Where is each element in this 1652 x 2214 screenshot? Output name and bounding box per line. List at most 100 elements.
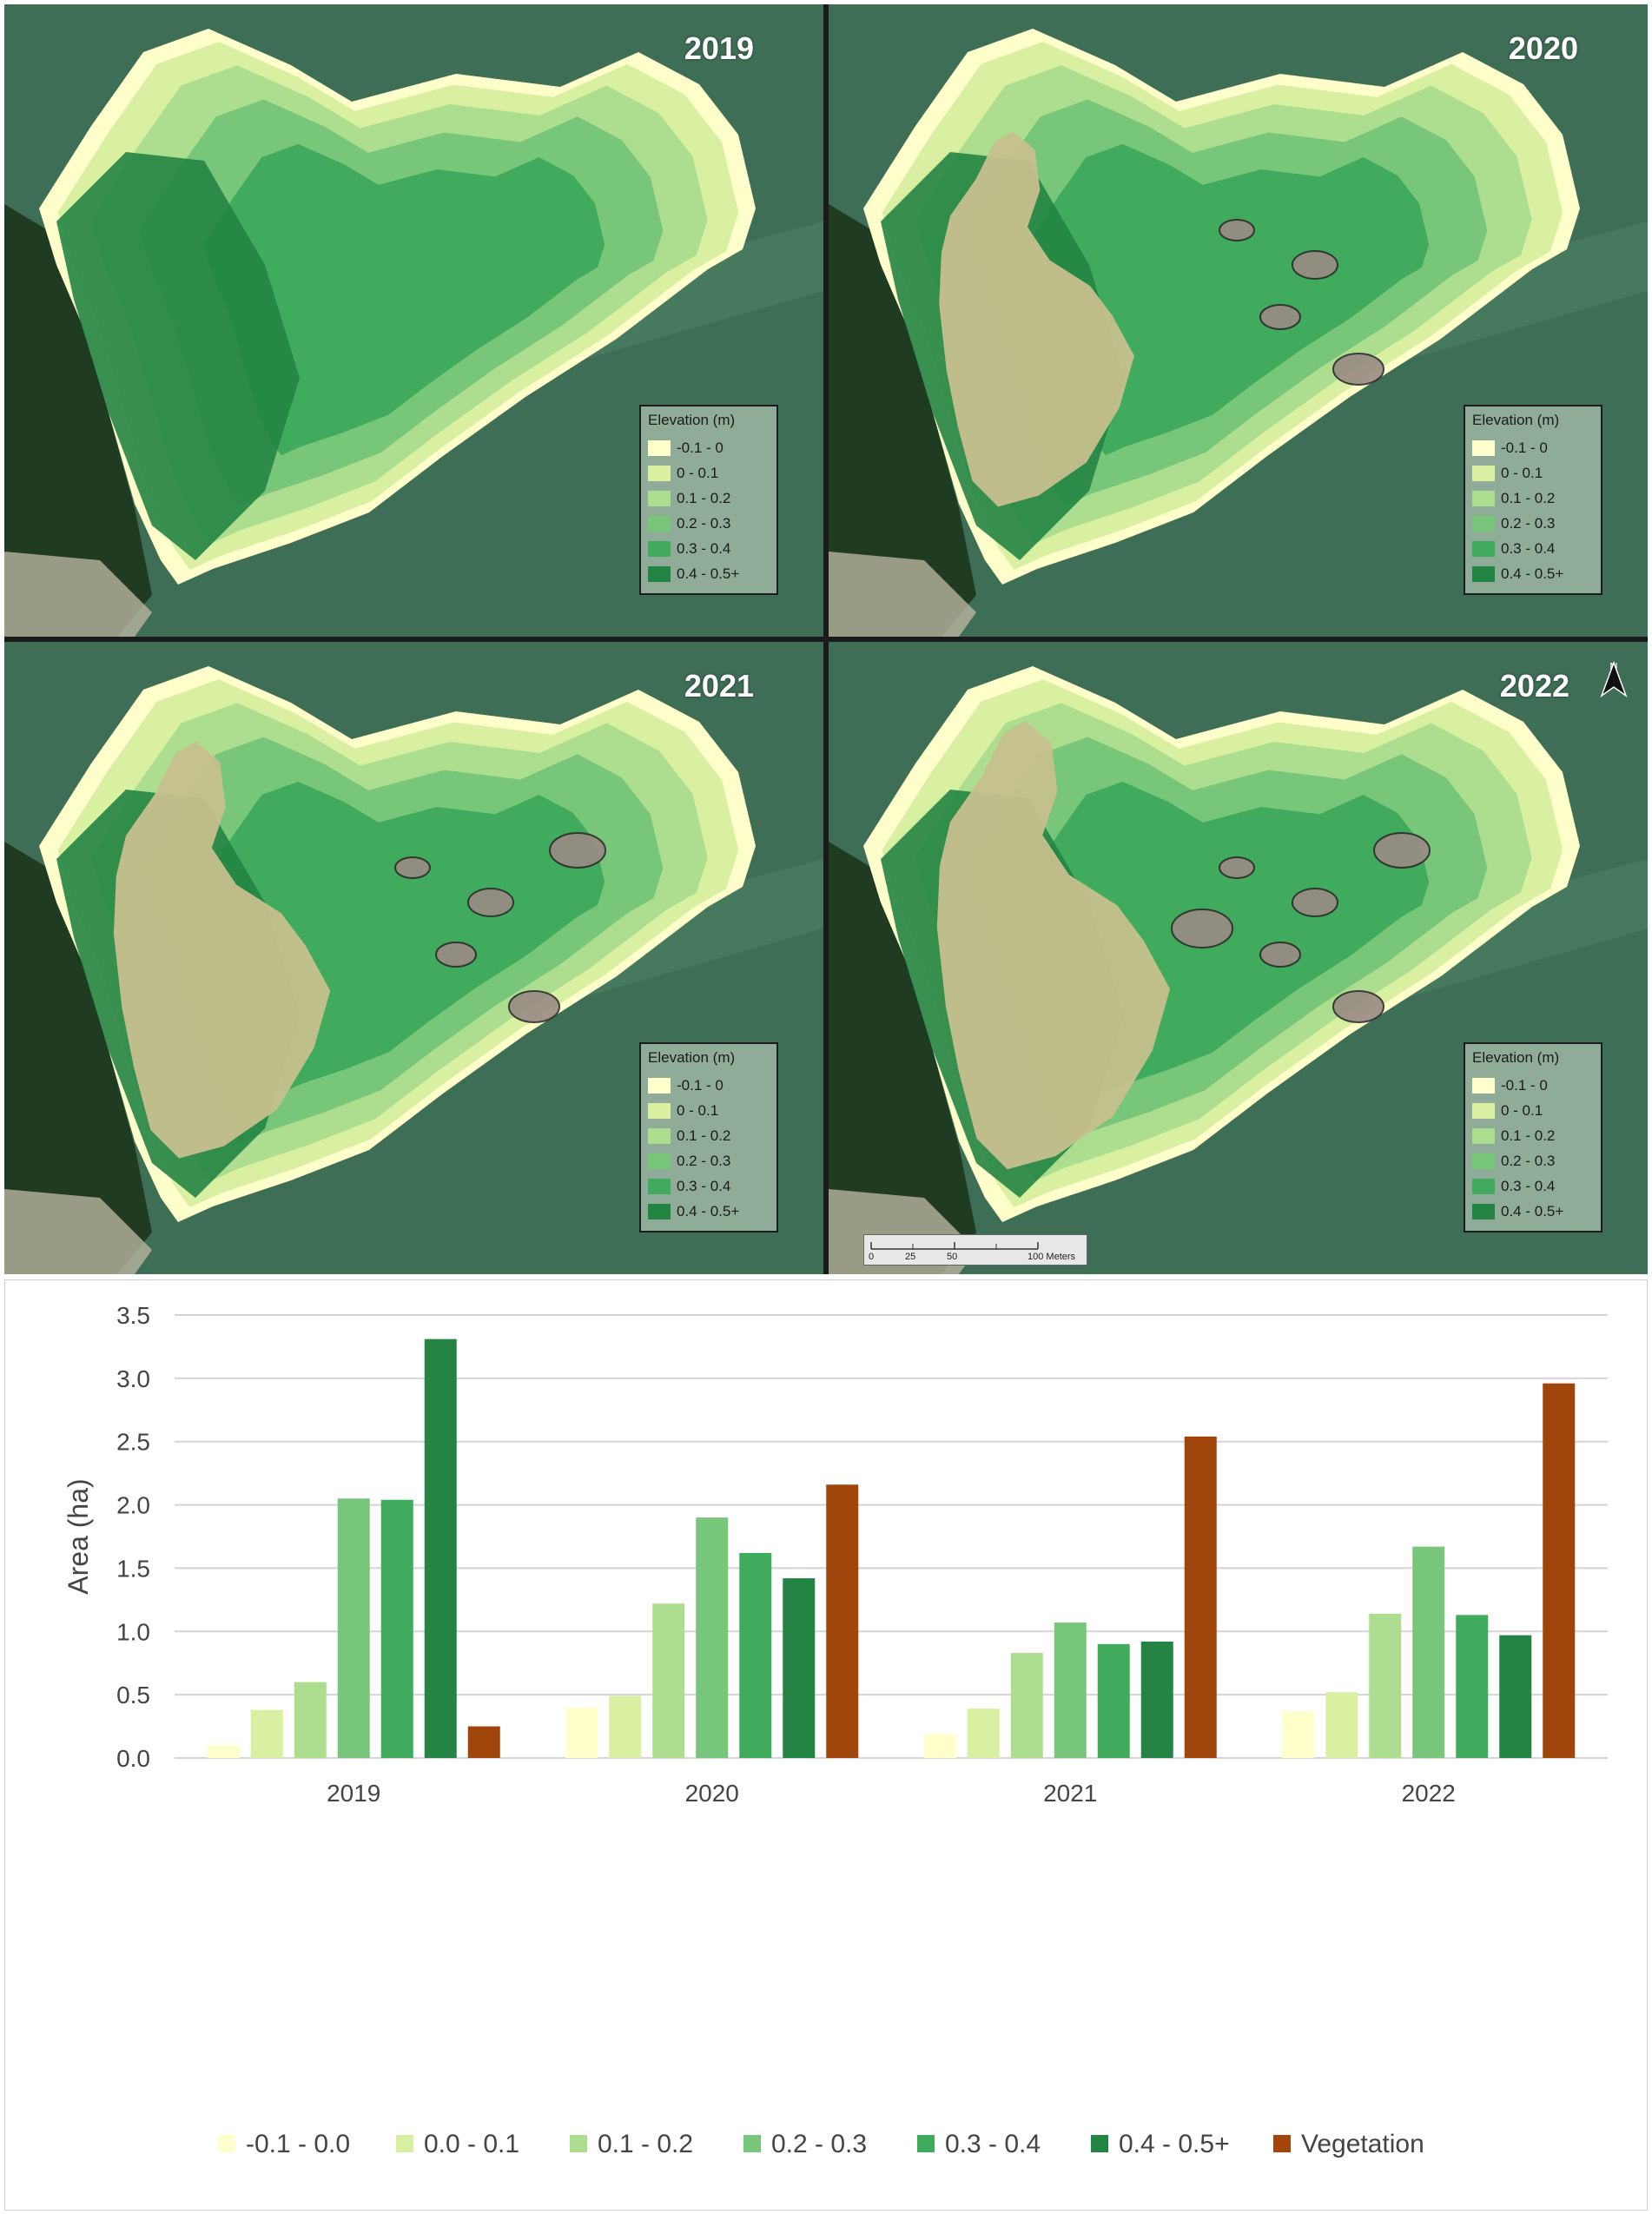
- map-legend-label: 0.1 - 0.2: [1501, 1127, 1556, 1144]
- map-legend-label: 0.2 - 0.3: [677, 514, 731, 532]
- bar: [1054, 1622, 1087, 1758]
- bar: [294, 1682, 327, 1758]
- bar: [1140, 1641, 1173, 1758]
- map-legend-label: 0.4 - 0.5+: [677, 1202, 740, 1219]
- map-legend-item: 0 - 0.1: [648, 1098, 770, 1123]
- map-legend-item: 0.2 - 0.3: [1472, 511, 1594, 536]
- map-legend-label: 0.3 - 0.4: [1501, 539, 1556, 557]
- map-legend-swatch: [648, 1127, 671, 1144]
- x-tick-label: 2021: [1043, 1780, 1097, 1807]
- map-legend-swatch: [1472, 565, 1495, 582]
- legend-label: 0.4 - 0.5+: [1119, 2130, 1230, 2158]
- legend-label: 0.2 - 0.3: [771, 2130, 867, 2158]
- map-legend-swatch: [1472, 1102, 1495, 1119]
- map-legend-swatch: [1472, 439, 1495, 456]
- map-legend: Elevation (m) -0.1 - 0 0 - 0.1 0.1 - 0.2 0.2…: [1464, 405, 1602, 595]
- map-legend-swatch: [1472, 1178, 1495, 1194]
- legend-label: 0.3 - 0.4: [945, 2130, 1041, 2158]
- bar: [337, 1498, 370, 1758]
- map-image-2022: [829, 642, 1648, 1274]
- map-legend-swatch: [648, 565, 671, 582]
- map-legend-swatch: [1472, 1127, 1495, 1144]
- map-legend-item: 0.4 - 0.5+: [1472, 1199, 1594, 1224]
- bar: [1010, 1653, 1043, 1758]
- map-year-label: 2020: [1508, 30, 1578, 66]
- map-legend-swatch: [648, 1178, 671, 1194]
- map-legend-swatch: [648, 1153, 671, 1169]
- vegetation-patch: [1292, 250, 1338, 280]
- map-legend-swatch: [1472, 540, 1495, 557]
- x-tick-label: 2022: [1402, 1780, 1456, 1807]
- map-legend-item: 0.1 - 0.2: [648, 1123, 770, 1148]
- bar: [652, 1603, 685, 1758]
- map-legend-label: 0 - 0.1: [1501, 1101, 1543, 1119]
- y-tick-label: 1.5: [116, 1555, 150, 1582]
- map-legend-swatch: [648, 540, 671, 557]
- y-tick-label: 0.5: [116, 1682, 150, 1708]
- map-legend-label: 0.3 - 0.4: [677, 1177, 731, 1194]
- map-legend-swatch: [648, 515, 671, 532]
- y-tick-label: 3.0: [116, 1365, 150, 1392]
- map-legend: Elevation (m) -0.1 - 0 0 - 0.1 0.1 - 0.2 0.2…: [1464, 1042, 1602, 1233]
- map-legend-label: 0 - 0.1: [677, 1101, 719, 1119]
- map-legend-swatch: [1472, 515, 1495, 532]
- scale-label: 100 Meters: [1028, 1252, 1076, 1262]
- map-legend-swatch: [1472, 1203, 1495, 1219]
- map-year-label: 2019: [684, 30, 754, 66]
- bar: [1369, 1613, 1402, 1758]
- map-legend-label: -0.1 - 0: [1501, 439, 1548, 456]
- vegetation-patch: [1171, 909, 1233, 948]
- map-legend-item: 0.4 - 0.5+: [648, 561, 770, 586]
- map-legend: Elevation (m) -0.1 - 0 0 - 0.1 0.1 - 0.2 0.2…: [639, 1042, 778, 1233]
- map-legend-swatch: [1472, 1077, 1495, 1094]
- sand-bank: [829, 552, 976, 637]
- deep-elevation-zone: [56, 152, 300, 560]
- bar: [424, 1338, 457, 1758]
- map-year-label: 2021: [684, 668, 754, 704]
- vegetation-patch: [549, 832, 606, 869]
- map-legend-item: 0 - 0.1: [1472, 1098, 1594, 1123]
- scale-label: 0: [869, 1252, 875, 1262]
- map-legend-item: -0.1 - 0: [1472, 1073, 1594, 1098]
- bar: [467, 1726, 500, 1758]
- legend-swatch: [743, 2135, 761, 2152]
- legend-swatch: [917, 2135, 935, 2152]
- north-arrow-icon: N: [1599, 661, 1629, 711]
- scale-label: 25: [905, 1252, 916, 1262]
- bar: [250, 1709, 283, 1758]
- map-legend-swatch: [648, 1077, 671, 1094]
- y-axis-title: Area (ha): [63, 1478, 94, 1594]
- map-legend-label: 0.1 - 0.2: [677, 1127, 731, 1144]
- map-legend-label: -0.1 - 0: [677, 439, 724, 456]
- map-legend-label: -0.1 - 0: [677, 1076, 724, 1094]
- map-legend: Elevation (m) -0.1 - 0 0 - 0.1 0.1 - 0.2 0.2…: [639, 405, 778, 595]
- bar: [783, 1578, 816, 1758]
- y-tick-label: 2.5: [116, 1429, 150, 1456]
- map-image-2021: [4, 642, 823, 1274]
- legend-swatch: [1091, 2135, 1108, 2152]
- legend-label: 0.0 - 0.1: [424, 2130, 519, 2158]
- map-year-label: 2022: [1499, 668, 1569, 704]
- scale-bar: 0 25 50 100 Meters: [863, 1234, 1087, 1266]
- vegetation-patch: [1332, 990, 1384, 1023]
- y-tick-label: 2.0: [116, 1492, 150, 1519]
- map-legend-label: 0 - 0.1: [677, 464, 719, 481]
- vegetation-area: [936, 720, 1171, 1170]
- forest-area: [829, 842, 976, 1274]
- map-legend-item: 0.2 - 0.3: [648, 511, 770, 536]
- map-legend-item: 0.2 - 0.3: [1472, 1148, 1594, 1173]
- elevation-maps-grid: 2019 Elevation (m) -0.1 - 0 0 - 0.1 0.1 - 0…: [4, 4, 1648, 1274]
- map-legend-item: 0.3 - 0.4: [648, 536, 770, 561]
- bar: [826, 1484, 859, 1758]
- x-tick-label: 2019: [327, 1780, 380, 1807]
- vegetation-patch: [435, 942, 477, 968]
- legend-label: 0.1 - 0.2: [598, 2130, 693, 2158]
- map-legend-swatch: [1472, 490, 1495, 506]
- bar: [1456, 1615, 1489, 1758]
- y-tick-label: 1.0: [116, 1618, 150, 1645]
- legend-swatch: [396, 2135, 413, 2152]
- bar: [565, 1707, 598, 1758]
- map-legend-label: 0.1 - 0.2: [677, 489, 731, 506]
- map-panel-2019: 2019 Elevation (m) -0.1 - 0 0 - 0.1 0.1 - 0…: [4, 4, 823, 637]
- map-legend-swatch: [648, 465, 671, 481]
